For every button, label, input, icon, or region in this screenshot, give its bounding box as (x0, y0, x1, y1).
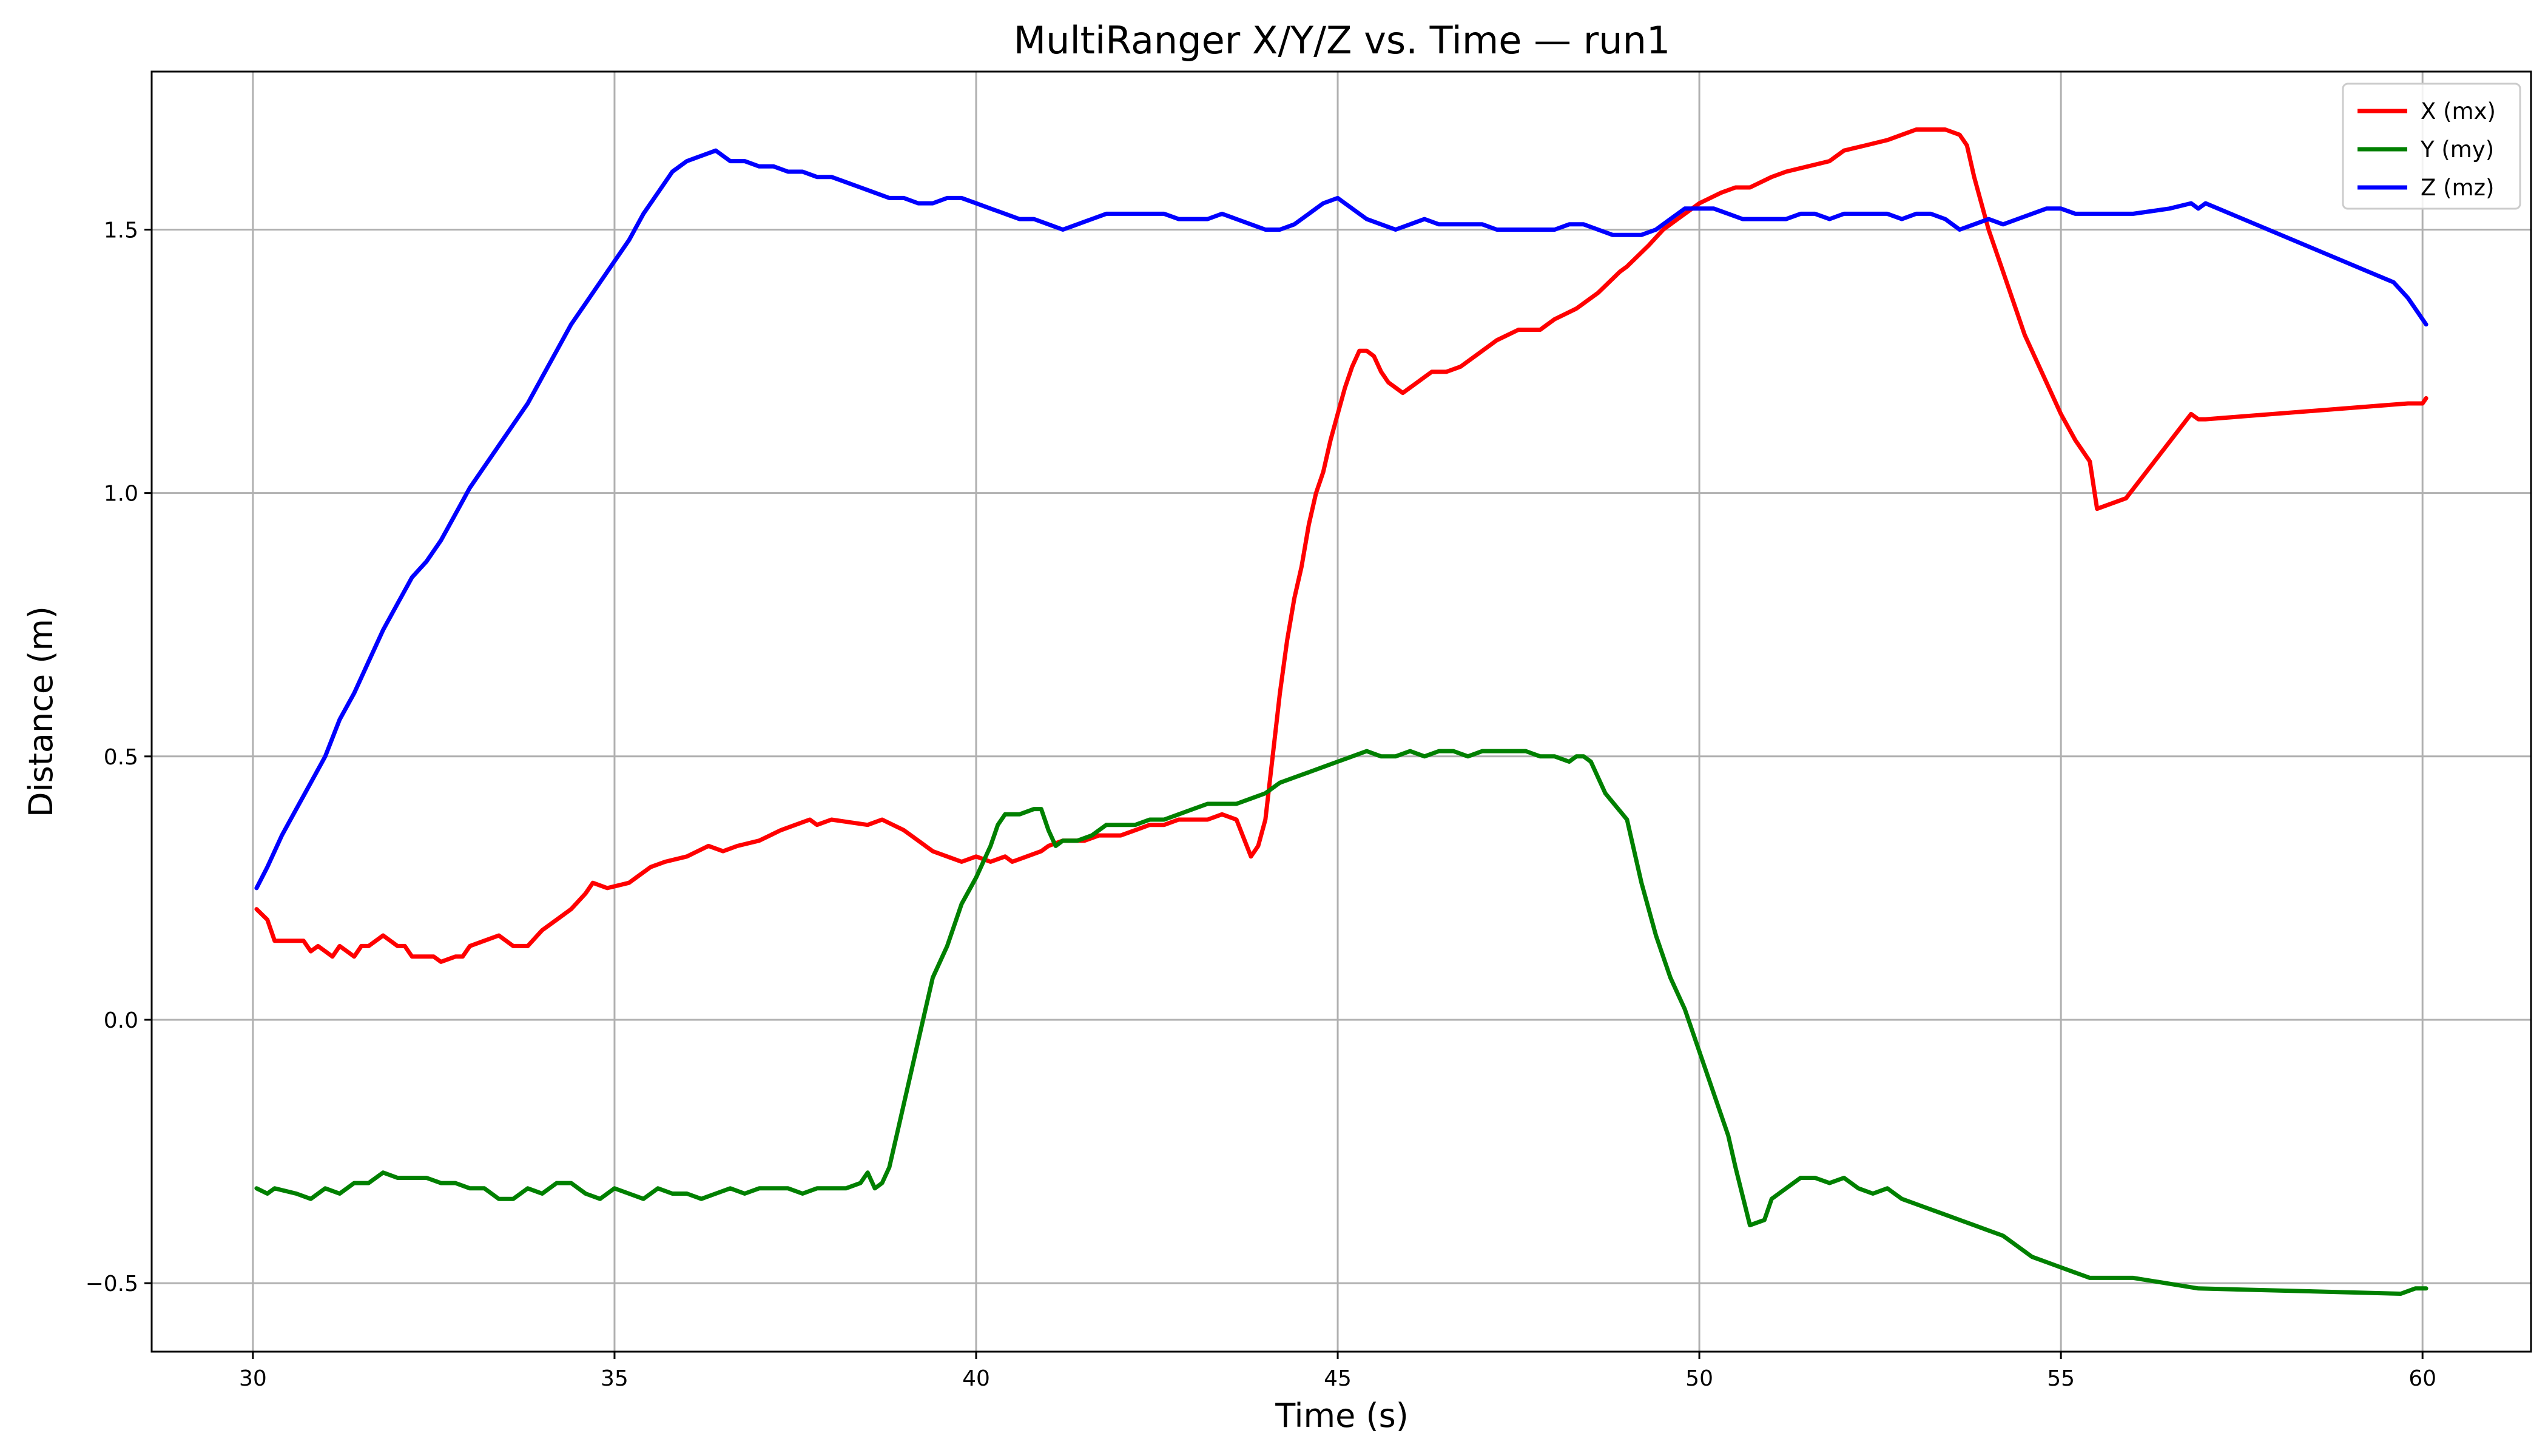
y-tick-label: 0.5 (104, 745, 138, 770)
legend-label-y: Y (my) (2420, 136, 2494, 163)
legend: X (mx) Y (my) Z (mz) (2342, 83, 2521, 210)
y-tick-label: 1.5 (104, 218, 138, 243)
y-axis-label: Distance (m) (22, 606, 60, 817)
x-tick-label: 60 (2408, 1366, 2436, 1391)
series-line-y (254, 749, 2428, 1296)
axis-ticks: 30 35 40 45 50 55 60 −0.5 0.0 0.5 1.0 1.5 (86, 218, 2437, 1391)
series-line-z (254, 148, 2428, 891)
grid (152, 72, 2531, 1352)
y-tick-label: −0.5 (86, 1272, 138, 1296)
y-tick-label: 0.0 (104, 1008, 138, 1033)
plot-frame (150, 70, 2532, 1353)
x-tick-label: 30 (239, 1366, 267, 1391)
y-tick-label: 1.0 (104, 482, 138, 507)
chart-title: MultiRanger X/Y/Z vs. Time — run1 (1014, 18, 1671, 62)
legend-label-z: Z (mz) (2421, 175, 2494, 201)
legend-box (2342, 83, 2521, 210)
x-tick-label: 50 (1685, 1366, 1713, 1391)
x-tick-label: 40 (962, 1366, 990, 1391)
series-lines (254, 127, 2428, 1296)
x-tick-label: 55 (2047, 1366, 2075, 1391)
x-tick-label: 45 (1324, 1366, 1352, 1391)
x-tick-label: 35 (601, 1366, 629, 1391)
series-line-x (254, 127, 2428, 964)
x-axis-label: Time (s) (1275, 1397, 1409, 1435)
legend-label-x: X (mx) (2421, 98, 2496, 124)
